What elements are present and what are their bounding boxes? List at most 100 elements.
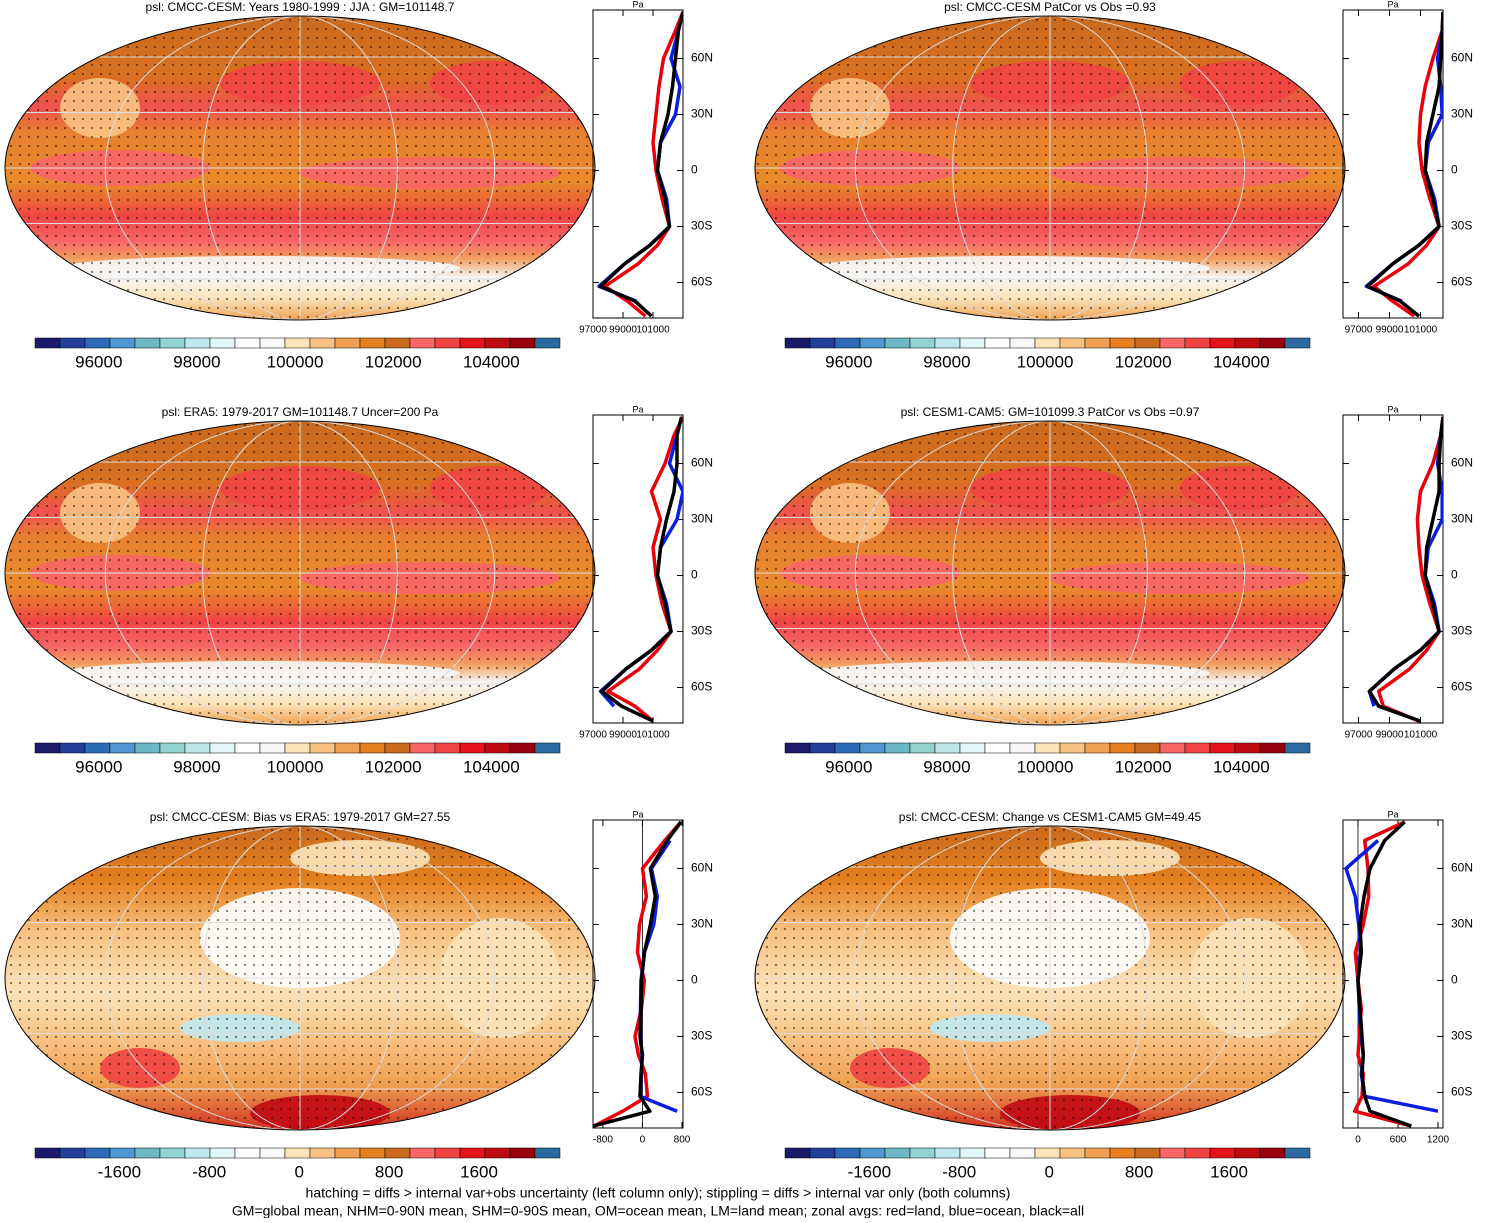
x-tick-label: 97000 <box>579 325 607 336</box>
colorbar-label: -1600 <box>848 1162 891 1181</box>
colorbar-label: 800 <box>375 1162 403 1181</box>
meridian <box>952 826 1148 1130</box>
panel-title: psl: ERA5: 1979-2017 GM=101148.7 Uncer=2… <box>162 405 439 419</box>
colorbar-box <box>959 742 986 754</box>
colorbar-box <box>459 1147 486 1159</box>
colorbar-label: 800 <box>1125 1162 1153 1181</box>
colorbar-box <box>959 1147 986 1159</box>
map-border <box>4 420 596 726</box>
colorbar-box <box>884 1147 911 1159</box>
y-tick-label: 60S <box>691 275 712 289</box>
colorbar-box <box>884 742 911 754</box>
colorbar-box <box>1259 742 1286 754</box>
axis-label: Pa <box>1387 0 1398 9</box>
colorbar-box <box>1284 742 1311 754</box>
colorbar-box <box>359 1147 386 1159</box>
x-tick-label: 99000 <box>609 730 637 741</box>
colorbar-box <box>409 1147 436 1159</box>
colorbar-box <box>459 742 486 754</box>
colorbar-box <box>1009 1147 1036 1159</box>
footer-note: GM=global mean, NHM=0-90N mean, SHM=0-90… <box>232 1203 1084 1218</box>
colorbar-box <box>284 742 311 754</box>
colorbar-label: 96000 <box>75 757 122 776</box>
colorbar-box <box>1034 1147 1061 1159</box>
colorbar-box <box>109 1147 136 1159</box>
x-tick-label: 800 <box>674 1135 691 1146</box>
meridian <box>854 421 1246 725</box>
meridian <box>854 826 1246 1130</box>
meridian <box>104 421 496 725</box>
map-border <box>4 15 596 321</box>
colorbar-box <box>259 742 286 754</box>
colorbar-box <box>784 337 811 349</box>
colorbar-label: 0 <box>1044 1162 1053 1181</box>
y-tick-label: 60S <box>1451 275 1472 289</box>
axis-label: Pa <box>632 809 643 819</box>
zonal-frame <box>592 414 684 724</box>
colorbar-box <box>359 337 386 349</box>
colorbar-box <box>384 337 411 349</box>
colorbar-box <box>809 742 836 754</box>
colorbar-box <box>984 1147 1011 1159</box>
colorbar-box <box>484 1147 511 1159</box>
zonal-line <box>1356 820 1412 1128</box>
axis-label: Pa <box>1387 809 1398 819</box>
x-tick-label: 99000 <box>609 325 637 336</box>
colorbar-box <box>1059 1147 1086 1159</box>
x-tick-label: 101000 <box>1404 730 1438 741</box>
colorbar-box <box>459 337 486 349</box>
colorbar-box <box>234 742 261 754</box>
zonal-line <box>1367 435 1443 707</box>
axis-label: Pa <box>632 404 643 414</box>
colorbar-box <box>934 337 961 349</box>
x-tick-label: 97000 <box>1345 325 1373 336</box>
x-tick-label: 1200 <box>1427 1135 1450 1146</box>
y-tick-label: 30S <box>691 624 712 638</box>
colorbar-box <box>259 1147 286 1159</box>
colorbar-box <box>409 337 436 349</box>
y-tick-label: 30S <box>691 1029 712 1043</box>
colorbar-box <box>334 742 361 754</box>
zonal-line <box>606 416 683 723</box>
colorbar-box <box>1234 337 1261 349</box>
map-border <box>4 825 596 1131</box>
colorbar-box <box>509 742 536 754</box>
colorbar-label: 0 <box>294 1162 303 1181</box>
colorbar-label: 102000 <box>365 352 422 371</box>
colorbar-box <box>1259 1147 1286 1159</box>
colorbar-box <box>884 337 911 349</box>
y-tick-label: 60N <box>1451 861 1473 875</box>
zonal-line <box>593 820 683 1128</box>
colorbar-box <box>59 337 86 349</box>
colorbar-label: 96000 <box>825 757 872 776</box>
y-tick-label: 60S <box>1451 1085 1472 1099</box>
colorbar-box <box>1034 337 1061 349</box>
colorbar-box <box>334 1147 361 1159</box>
colorbar-box <box>1184 1147 1211 1159</box>
zonal-line <box>593 820 683 1128</box>
map <box>5 421 595 725</box>
colorbar-box <box>34 337 61 349</box>
meridian <box>202 826 398 1130</box>
colorbar-label: 100000 <box>267 757 324 776</box>
colorbar-box <box>1009 742 1036 754</box>
colorbar-box <box>34 1147 61 1159</box>
colorbar-label: -800 <box>192 1162 226 1181</box>
zonal-line <box>603 11 683 318</box>
colorbar-box <box>434 742 461 754</box>
colorbar-box <box>1109 1147 1136 1159</box>
y-tick-label: 0 <box>1451 568 1458 582</box>
axis-label: Pa <box>1387 404 1398 414</box>
y-tick-label: 0 <box>1451 163 1458 177</box>
x-tick-label: 600 <box>1390 1135 1407 1146</box>
zonal-frame <box>1342 819 1444 1129</box>
colorbar-box <box>134 337 161 349</box>
map <box>755 826 1345 1130</box>
colorbar-label: 100000 <box>1017 352 1074 371</box>
colorbar-label: -800 <box>942 1162 976 1181</box>
colorbar-box <box>1159 742 1186 754</box>
zonal-line <box>600 416 683 723</box>
colorbar-box <box>434 1147 461 1159</box>
colorbar-box <box>984 337 1011 349</box>
